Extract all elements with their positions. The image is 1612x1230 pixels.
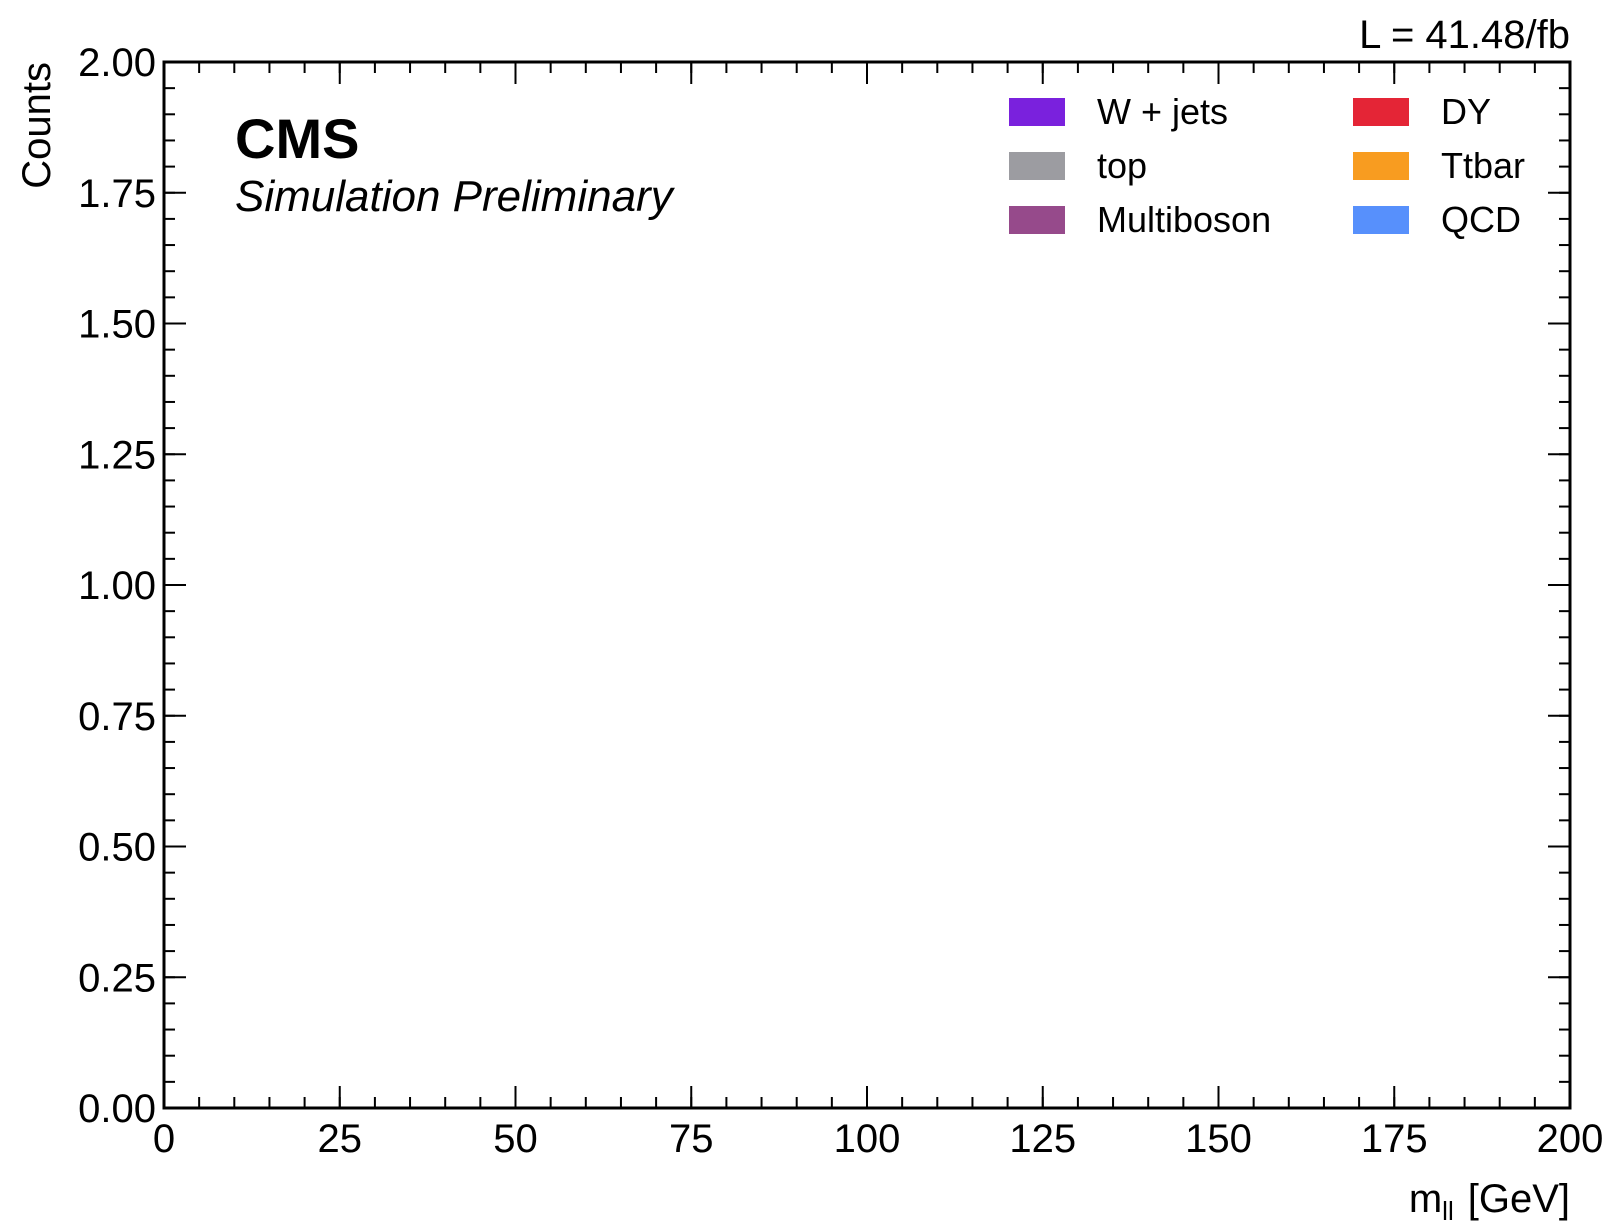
- plot-frame: [162, 60, 1572, 1110]
- y-tick-label: 1.75: [78, 172, 156, 216]
- y-tick-label: 1.25: [78, 433, 156, 477]
- x-axis-label-sub: ll: [1442, 1196, 1454, 1226]
- x-tick-labels: 0 25 50 75 100 125 150 175 200: [153, 1117, 1604, 1161]
- legend-label: top: [1097, 145, 1147, 186]
- y-tick-label: 0.75: [78, 695, 156, 739]
- x-tick-label: 150: [1185, 1117, 1252, 1161]
- y-tick-label: 1.00: [78, 564, 156, 608]
- legend-swatch: [1353, 98, 1409, 126]
- y-tick-label: 0.50: [78, 826, 156, 870]
- x-axis-label-unit: [GeV]: [1468, 1177, 1570, 1221]
- x-tick-label: 200: [1537, 1117, 1604, 1161]
- y-tick-labels: 0.00 0.25 0.50 0.75 1.00 1.25 1.50 1.75 2.00: [78, 41, 156, 1131]
- experiment-sublabel: Simulation Preliminary: [235, 172, 676, 221]
- legend-label: Multiboson: [1097, 199, 1271, 240]
- y-tick-label: 0.00: [78, 1087, 156, 1131]
- legend-label: W + jets: [1097, 91, 1228, 132]
- legend-swatch: [1009, 152, 1065, 180]
- y-axis-label: Counts: [15, 62, 59, 189]
- legend-swatch: [1353, 152, 1409, 180]
- y-tick-label: 1.50: [78, 303, 156, 347]
- legend-swatch: [1353, 206, 1409, 234]
- y-tick-label: 2.00: [78, 41, 156, 85]
- legend-swatch: [1009, 98, 1065, 126]
- x-axis-label-main: m: [1409, 1177, 1442, 1221]
- x-tick-label: 25: [318, 1117, 363, 1161]
- legend-label: Ttbar: [1441, 145, 1525, 186]
- x-tick-label: 0: [153, 1117, 175, 1161]
- x-tick-label: 175: [1361, 1117, 1428, 1161]
- lumi-label: L = 41.48/fb: [1359, 13, 1570, 57]
- legend-swatch: [1009, 206, 1065, 234]
- x-tick-label: 100: [834, 1117, 901, 1161]
- y-tick-label: 0.25: [78, 956, 156, 1000]
- x-tick-label: 50: [493, 1117, 538, 1161]
- x-tick-label: 125: [1009, 1117, 1076, 1161]
- legend-label: DY: [1441, 91, 1491, 132]
- x-tick-label: 75: [669, 1117, 714, 1161]
- x-axis-label: mll [GeV]: [1409, 1177, 1570, 1226]
- legend: W + jets top Multiboson DY Ttbar QCD: [1009, 91, 1525, 240]
- experiment-label: CMS: [235, 107, 359, 170]
- legend-label: QCD: [1441, 199, 1521, 240]
